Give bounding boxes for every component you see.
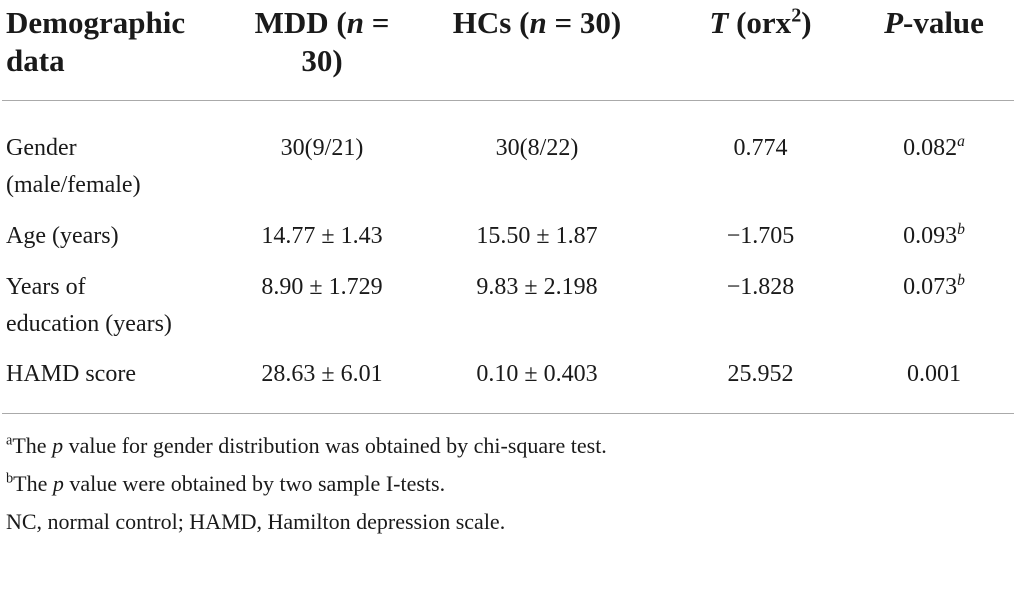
column-header: Demographic data (2, 0, 237, 101)
footnote: aThe p value for gender distribution was… (6, 427, 1017, 465)
cell-text: 0.093 (903, 223, 958, 249)
cell-text: 9.83 ± 2.198 (476, 274, 598, 300)
text-run: P (884, 5, 903, 40)
text-run: value were obtained by two sample I-test… (63, 471, 446, 496)
header-row: Demographic data MDD (n = 30) HCs (n = 30)… (2, 0, 1014, 101)
cell-text: 25.952 (727, 361, 794, 387)
table-cell: 15.50 ± 1.87 (407, 204, 667, 255)
text-run: n (529, 5, 547, 40)
text-run: 2 (791, 4, 802, 27)
table-cell: 0.10 ± 0.403 (407, 343, 667, 414)
table-cell: 0.001 (854, 343, 1014, 414)
text-run: n (346, 5, 364, 40)
note-letter: a (957, 133, 965, 150)
row-label: HAMD score (2, 343, 237, 414)
cell-text: HAMD score (6, 361, 136, 387)
cell-text: 30(9/21) (280, 135, 364, 161)
text-run: MDD ( (254, 5, 347, 40)
demographic-table: Demographic data MDD (n = 30) HCs (n = 30)… (2, 0, 1014, 414)
text-run: ) (801, 5, 812, 40)
table-cell: 25.952 (667, 343, 854, 414)
note-marker: b (957, 221, 965, 238)
table-cell: 0.082a (854, 101, 1014, 205)
cell-text: 0.001 (907, 361, 961, 387)
cell-text: 0.10 ± 0.403 (476, 361, 598, 387)
table-cell: 0.774 (667, 101, 854, 205)
table-row: Years of education (years) 8.90 ± 1.729 9.… (2, 255, 1014, 343)
table-cell: 14.77 ± 1.43 (237, 204, 407, 255)
cell-text: Age (years) (6, 223, 119, 249)
header-text: HCs (n = 30) (453, 5, 621, 40)
table-row: Gender (male/female) 30(9/21) 30(8/22) 0.77… (2, 101, 1014, 205)
row-label: Gender (male/female) (2, 101, 237, 205)
text-run: T (709, 5, 729, 40)
table-cell: 8.90 ± 1.729 (237, 255, 407, 343)
cell-text: 30(8/22) (495, 135, 579, 161)
row-label: Age (years) (2, 204, 237, 255)
column-header: MDD (n = 30) (237, 0, 407, 101)
note-letter: b (957, 272, 965, 289)
cell-text: 0.073 (903, 274, 958, 300)
text-run: b (6, 470, 14, 487)
text-run: Demographic data (6, 5, 186, 78)
cell-text: −1.828 (726, 274, 795, 300)
cell-text: Years of education (years) (6, 274, 172, 337)
text-run: The (13, 471, 53, 496)
cell-text: 0.774 (733, 135, 788, 161)
text-run: = 30) (301, 5, 390, 78)
table-cell: 30(8/22) (407, 101, 667, 205)
cell-text: −1.705 (726, 223, 795, 249)
header-text: P-value (884, 5, 984, 40)
text-run: HCs ( (452, 5, 530, 40)
note-marker: a (957, 133, 965, 150)
table-cell: 9.83 ± 2.198 (407, 255, 667, 343)
table-cell: 0.073b (854, 255, 1014, 343)
table-cell: 30(9/21) (237, 101, 407, 205)
table-row: HAMD score 28.63 ± 6.01 0.10 ± 0.403 25.952… (2, 343, 1014, 414)
text-run: p (52, 433, 64, 458)
header-text: MDD (n = 30) (252, 4, 392, 80)
cell-text: 8.90 ± 1.729 (261, 274, 383, 300)
header-text: T (orx2) (709, 5, 811, 40)
table-cell: 0.093b (854, 204, 1014, 255)
note-letter: b (957, 221, 965, 238)
text-run: -value (903, 5, 984, 40)
cell-text: 28.63 ± 6.01 (261, 361, 383, 387)
text-run: (orx (728, 5, 792, 40)
text-run: NC, normal control; HAMD, Hamilton depre… (6, 509, 506, 534)
table-cell: −1.705 (667, 204, 854, 255)
text-run: The (12, 433, 53, 458)
text-run: value for gender distribution was obtain… (63, 433, 607, 458)
cell-text: 15.50 ± 1.87 (476, 223, 598, 249)
header-text: Demographic data (6, 4, 226, 80)
column-header: P-value (854, 0, 1014, 101)
text-run: a (6, 432, 13, 449)
cell-text: 0.082 (903, 135, 958, 161)
table-cell: 28.63 ± 6.01 (237, 343, 407, 414)
footnotes: aThe p value for gender distribution was… (6, 427, 1017, 541)
cell-text: Gender (male/female) (6, 135, 141, 198)
column-header: HCs (n = 30) (407, 0, 667, 101)
table-body: Gender (male/female) 30(9/21) 30(8/22) 0.77… (2, 101, 1014, 414)
text-run: = 30) (546, 5, 622, 40)
text-run: p (52, 471, 64, 496)
table-row: Age (years) 14.77 ± 1.43 15.50 ± 1.87 −1.70… (2, 204, 1014, 255)
table-cell: −1.828 (667, 255, 854, 343)
cell-text: 14.77 ± 1.43 (261, 223, 383, 249)
column-header: T (orx2) (667, 0, 854, 101)
note-marker: b (957, 272, 965, 289)
footnote: bThe p value were obtained by two sample… (6, 465, 1017, 503)
footnote: NC, normal control; HAMD, Hamilton depre… (6, 503, 1017, 541)
row-label: Years of education (years) (2, 255, 237, 343)
